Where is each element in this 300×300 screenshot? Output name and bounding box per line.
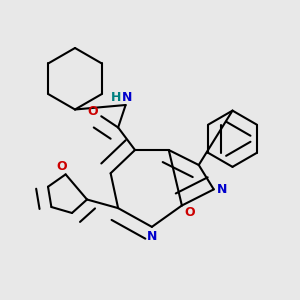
- Text: H: H: [111, 91, 122, 104]
- Text: N: N: [217, 183, 227, 196]
- Text: N: N: [147, 230, 157, 243]
- Text: O: O: [88, 105, 98, 118]
- Text: O: O: [57, 160, 67, 172]
- Text: O: O: [184, 206, 195, 219]
- Text: N: N: [122, 91, 133, 104]
